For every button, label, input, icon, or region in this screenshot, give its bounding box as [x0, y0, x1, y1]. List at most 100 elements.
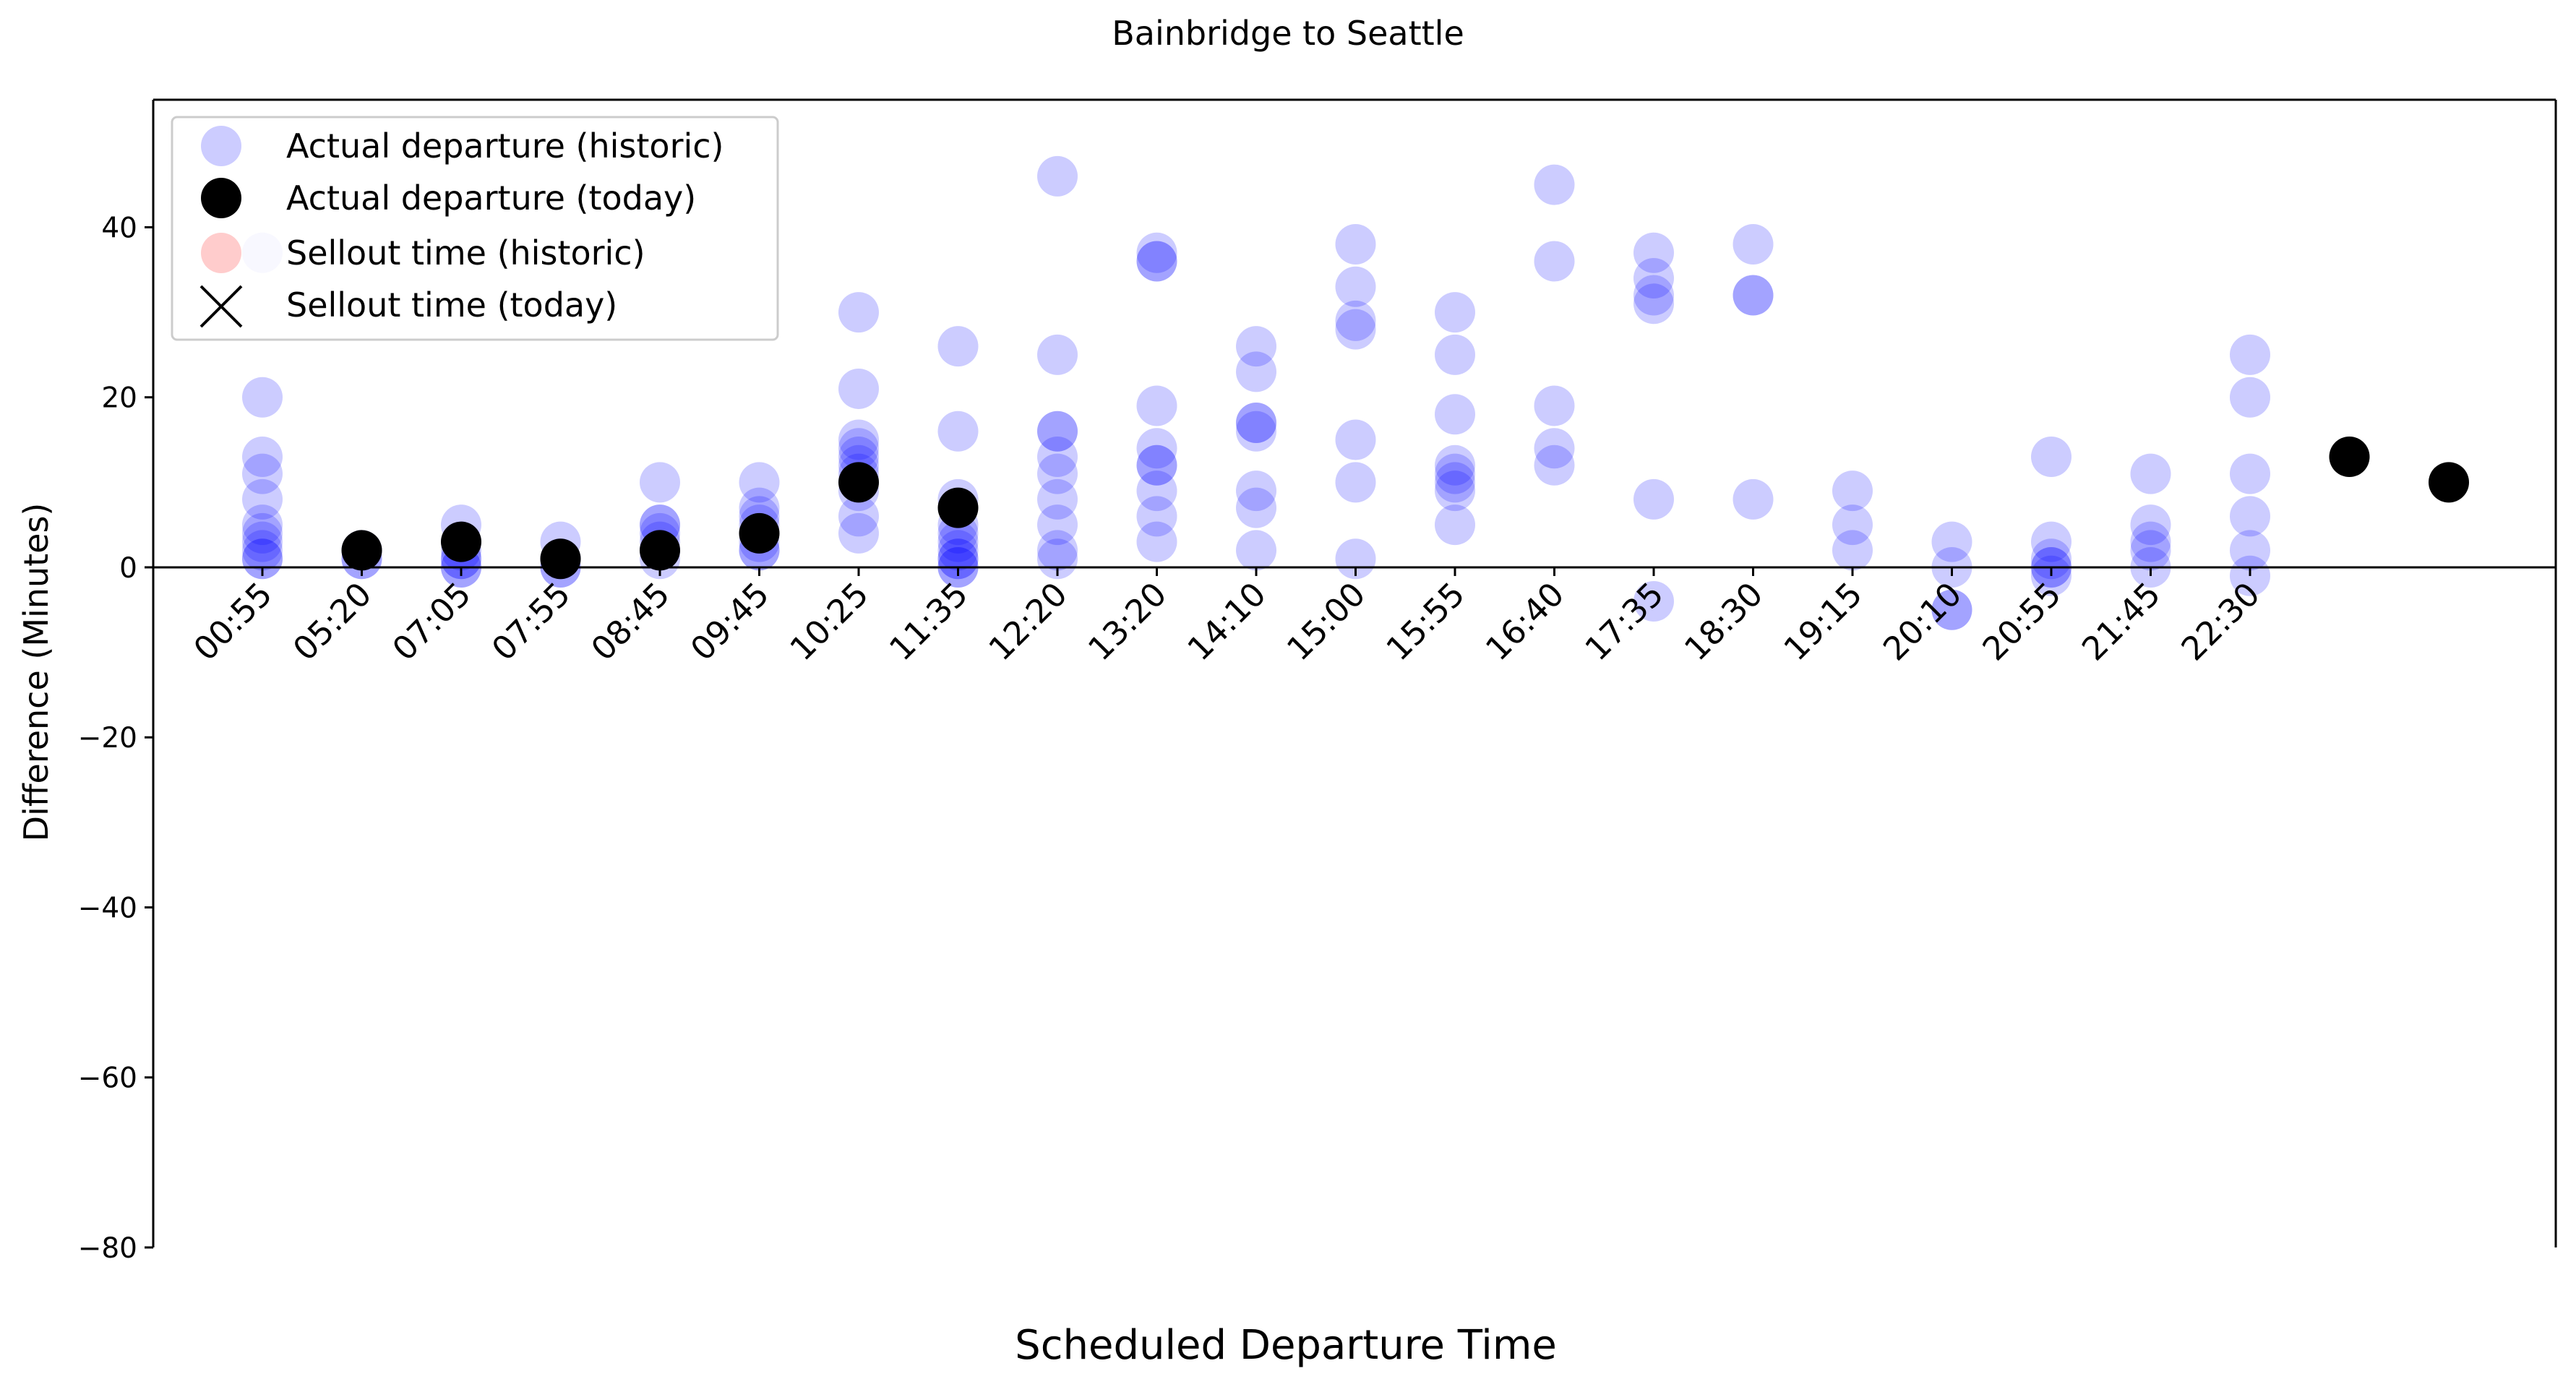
data-point-historic — [1335, 223, 1376, 265]
data-point-historic — [242, 453, 283, 494]
data-point-historic — [838, 428, 879, 469]
data-point-historic — [2031, 437, 2071, 478]
data-point-historic — [1037, 504, 1078, 546]
data-point-today — [441, 521, 481, 562]
data-point-historic — [242, 512, 283, 554]
data-point-historic — [1633, 258, 1674, 299]
data-point-historic — [1733, 275, 1774, 316]
data-point-historic — [1633, 275, 1674, 316]
data-point-today — [2429, 462, 2469, 503]
data-point-today — [937, 487, 979, 528]
data-point-historic — [242, 504, 283, 546]
data-point-historic — [1435, 471, 1475, 512]
data-point-historic — [1136, 241, 1177, 282]
data-point-historic — [1733, 223, 1774, 265]
data-point-historic — [1236, 530, 1276, 571]
data-point-historic — [242, 530, 283, 571]
data-point-historic — [1335, 462, 1376, 503]
data-point-historic — [1037, 411, 1078, 452]
data-point-historic — [2130, 504, 2171, 546]
data-point-historic — [1335, 309, 1376, 350]
y-tick-label: −60 — [78, 1062, 137, 1095]
legend-marker-historic-sellout — [201, 233, 241, 273]
data-point-historic — [1037, 437, 1078, 478]
data-point-historic — [1037, 453, 1078, 494]
data-point-today — [540, 538, 581, 580]
data-point-historic — [1832, 471, 1873, 512]
data-point-today — [2329, 437, 2370, 478]
y-tick-label: −20 — [78, 722, 137, 755]
data-point-historic — [1037, 334, 1078, 375]
data-point-today — [838, 462, 879, 503]
points-layer — [242, 155, 2469, 630]
data-point-historic — [1534, 444, 1575, 486]
legend-marker-today-sellout — [199, 285, 243, 328]
data-point-historic — [1733, 275, 1774, 316]
legend-entry-historic-sellout: Sellout time (historic) — [201, 233, 645, 273]
data-point-historic — [1633, 283, 1674, 325]
data-point-historic — [937, 521, 979, 562]
data-point-historic — [1136, 232, 1177, 273]
legend: Actual departure (historic) Actual depar… — [171, 116, 779, 341]
y-axis: 40 20 0 −20 −40 −60 −80 — [78, 212, 153, 1265]
data-point-historic — [1136, 444, 1177, 486]
data-point-historic — [2130, 453, 2171, 494]
data-point-historic — [1136, 385, 1177, 426]
data-point-historic — [2130, 521, 2171, 562]
legend-marker-historic-departure — [201, 126, 241, 166]
data-point-historic — [1136, 428, 1177, 469]
data-point-today — [640, 530, 680, 571]
data-point-historic — [838, 496, 879, 537]
y-tick-label: 20 — [101, 382, 137, 415]
data-point-historic — [838, 292, 879, 333]
data-point-historic — [2230, 453, 2270, 494]
data-point-historic — [1136, 521, 1177, 562]
data-point-historic — [2130, 530, 2171, 571]
legend-label-today-sellout: Sellout time (today) — [286, 285, 617, 325]
data-point-historic — [838, 512, 879, 554]
data-point-historic — [1037, 478, 1078, 520]
data-point-historic — [1931, 589, 1972, 630]
data-point-historic — [1931, 589, 1972, 630]
data-point-historic — [838, 368, 879, 409]
data-point-historic — [1037, 530, 1078, 571]
legend-entry-historic-departure: Actual departure (historic) — [201, 126, 724, 166]
data-point-historic — [1633, 232, 1674, 273]
data-point-historic — [1534, 241, 1575, 282]
data-point-historic — [1931, 521, 1972, 562]
data-point-historic — [1037, 155, 1078, 197]
y-tick-label: −40 — [78, 892, 137, 924]
data-point-historic — [937, 538, 979, 580]
data-point-historic — [2230, 377, 2270, 418]
data-point-historic — [1236, 402, 1276, 443]
data-point-historic — [1435, 453, 1475, 494]
data-point-historic — [1335, 538, 1376, 580]
data-point-historic — [640, 462, 680, 503]
y-tick-label: 40 — [101, 212, 137, 244]
data-point-historic — [1534, 164, 1575, 205]
data-point-historic — [242, 377, 283, 418]
data-point-historic — [1435, 462, 1475, 503]
data-point-historic — [1236, 487, 1276, 528]
data-point-historic — [838, 419, 879, 460]
data-point-today — [739, 512, 780, 554]
chart-title: Bainbridge to Seattle — [1112, 14, 1464, 53]
data-point-historic — [2230, 334, 2270, 375]
data-point-historic — [1733, 478, 1774, 520]
data-point-historic — [1136, 471, 1177, 512]
data-point-historic — [1534, 385, 1575, 426]
data-point-historic — [1633, 581, 1674, 622]
data-point-historic — [1435, 394, 1475, 435]
data-point-historic — [1037, 411, 1078, 452]
data-point-historic — [1236, 326, 1276, 367]
y-axis-label: Difference (Minutes) — [17, 503, 56, 842]
y-tick-label: 0 — [119, 552, 137, 585]
legend-entry-today-sellout: Sellout time (today) — [199, 285, 617, 328]
y-tick-label: −80 — [78, 1232, 137, 1265]
data-point-historic — [937, 530, 979, 571]
data-point-historic — [242, 538, 283, 580]
legend-label-historic-sellout: Sellout time (historic) — [286, 233, 645, 272]
legend-entry-today-departure: Actual departure (today) — [201, 178, 696, 218]
data-point-historic — [1435, 334, 1475, 375]
